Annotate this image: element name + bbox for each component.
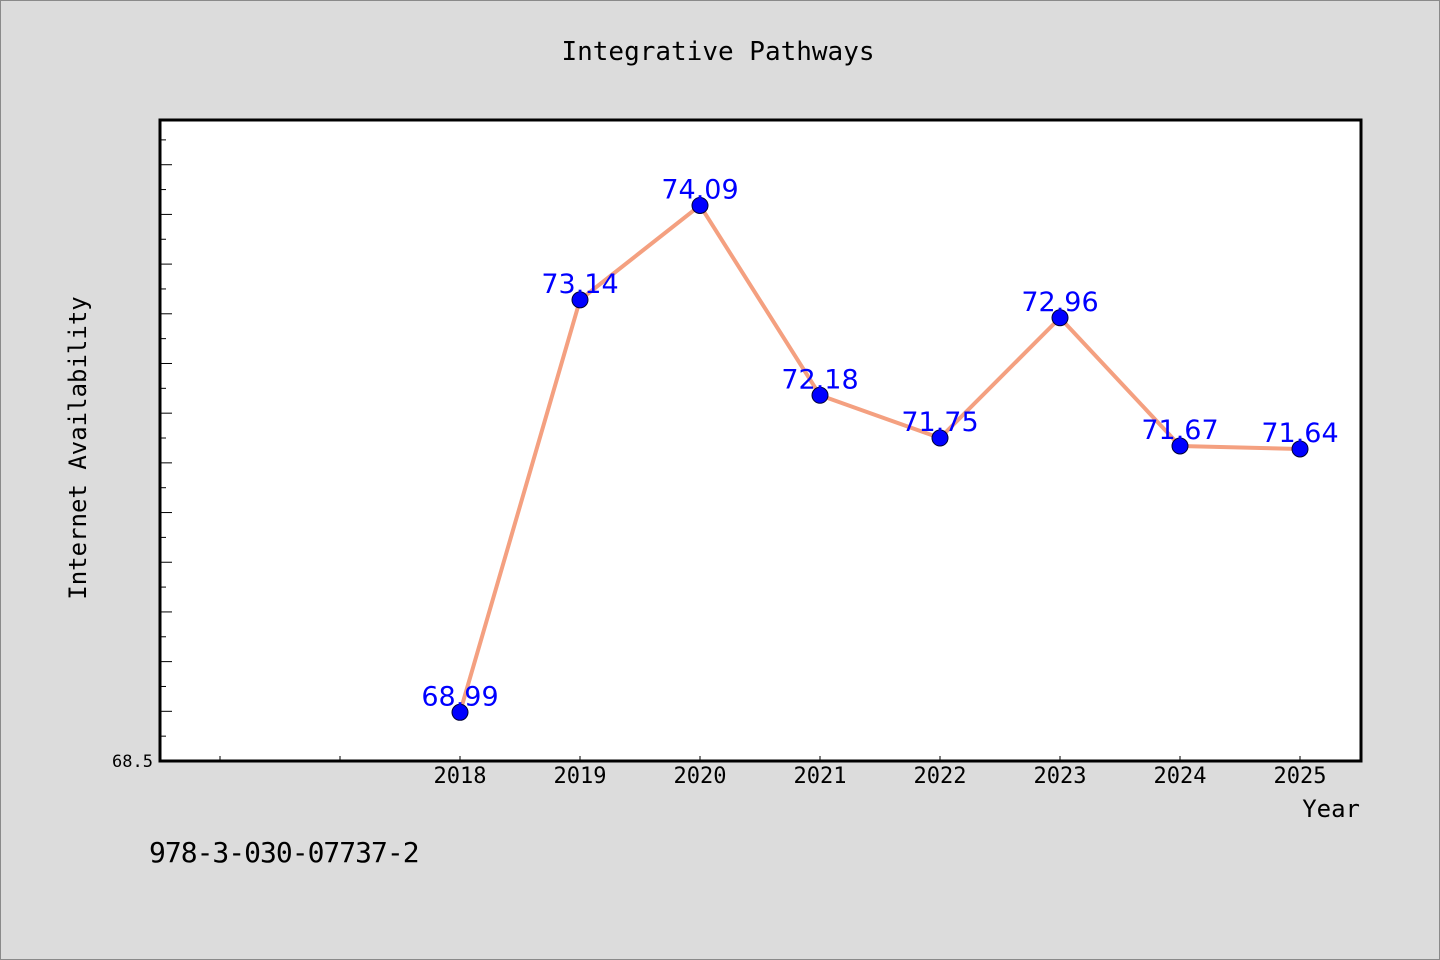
data-label: 71.75 [901, 407, 978, 438]
data-label: 72.18 [781, 364, 858, 395]
data-point [811, 386, 829, 404]
data-label: 71.64 [1261, 418, 1338, 449]
data-labels: 68.99 73.14 74.09 72.18 71.75 72.96 71.67 71.64 [421, 174, 1338, 712]
data-label: 73.14 [541, 269, 618, 300]
chart-title: Integrative Pathways [561, 37, 874, 67]
data-point [1171, 437, 1189, 455]
x-tick-label: 2025 [1274, 764, 1327, 789]
data-point [451, 703, 469, 721]
y-tick-label: 68.5 [112, 752, 153, 772]
y-axis-ticks [160, 139, 172, 762]
x-tick-label: 2020 [674, 764, 727, 789]
data-point [1291, 440, 1309, 458]
plot-area [158, 118, 1363, 763]
x-tick-label: 2023 [1034, 764, 1087, 789]
x-tick-label: 2018 [434, 764, 487, 789]
x-tick-label: 2019 [554, 764, 607, 789]
data-label: 74.09 [661, 174, 738, 205]
x-axis-tick-labels: 2018 2019 2020 2021 2022 2023 2024 2025 [434, 764, 1327, 789]
data-point [571, 291, 589, 309]
x-tick-label: 2024 [1154, 764, 1207, 789]
y-axis-tick-labels: 68.5 [112, 752, 153, 772]
data-label: 71.67 [1141, 415, 1218, 446]
data-label: 72.96 [1021, 287, 1098, 318]
isbn-label: 978-3-030-07737-2 [149, 836, 420, 869]
x-axis-label: Year [1302, 795, 1360, 823]
x-axis-ticks [219, 756, 1301, 761]
data-point [931, 429, 949, 447]
x-tick-label: 2022 [914, 764, 967, 789]
series-markers [451, 196, 1309, 721]
series-line [458, 203, 1302, 715]
data-label: 68.99 [421, 681, 498, 712]
y-axis-label: Internet Availability [64, 296, 92, 599]
x-tick-label: 2021 [794, 764, 847, 789]
data-point [691, 196, 709, 214]
data-point [1051, 309, 1069, 327]
series-line-group [458, 203, 1302, 715]
